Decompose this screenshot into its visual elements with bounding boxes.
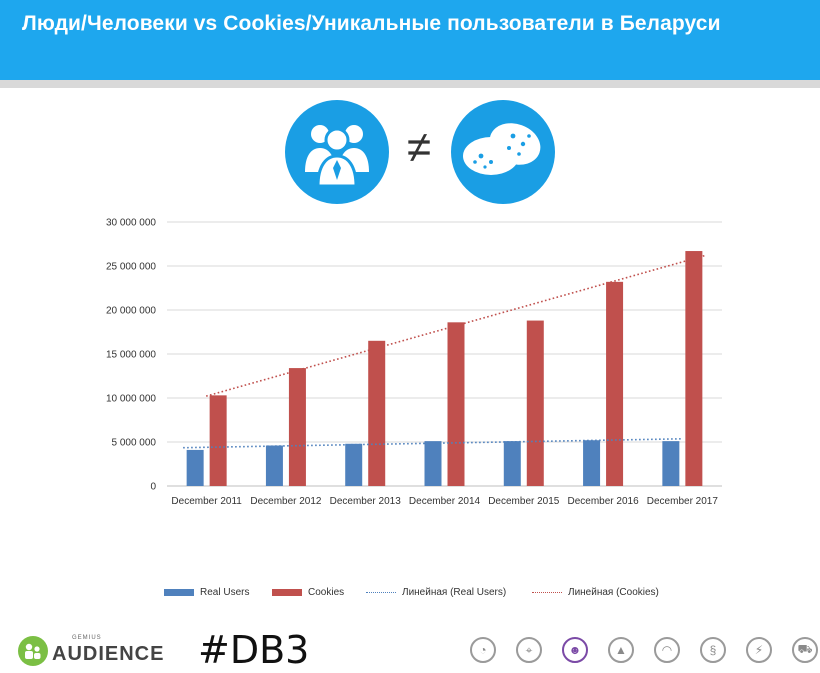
y-tick-label: 25 000 000 (106, 262, 156, 273)
bar-cookies (447, 322, 465, 486)
legend-line-trend-real-users (366, 592, 396, 593)
x-tick-label: December 2015 (488, 496, 560, 507)
legend-line-trend-cookies (532, 592, 562, 593)
trendlines (183, 254, 707, 449)
bar-cookies (526, 320, 544, 486)
bar-chart: 0 5 000 000 10 000 000 15 000 000 20 000 000… (106, 218, 722, 507)
mountain-icon[interactable]: ▲ (608, 637, 634, 663)
x-tick-label: December 2017 (647, 496, 719, 507)
x-tick-label: December 2011 (171, 496, 242, 507)
legend-label: Линейная (Cookies) (568, 587, 659, 598)
bars (186, 251, 703, 486)
cookie-icon (451, 100, 555, 204)
header-divider (0, 80, 820, 88)
trendline-real-users (183, 438, 683, 449)
legend-item-trend-real-users: Линейная (Real Users) (366, 587, 506, 598)
lightning-icon[interactable]: ⚡ (746, 637, 772, 663)
x-tick-label: December 2016 (567, 496, 639, 507)
logo-brand-text: AUDIENCE (52, 642, 165, 665)
hashtag-label: #DB3 (198, 628, 310, 672)
x-tick-label: December 2012 (250, 496, 322, 507)
bar-real-users (345, 443, 363, 486)
bar-cookies (288, 368, 306, 486)
people-group-icon (285, 100, 389, 204)
y-tick-label: 0 (150, 482, 156, 493)
bar-real-users (503, 441, 521, 486)
logo-people-icon (18, 636, 48, 666)
y-axis-ticks: 0 5 000 000 10 000 000 15 000 000 20 000 000… (106, 218, 157, 493)
not-equal-symbol: ≠ (406, 123, 432, 172)
bar-real-users (583, 440, 601, 486)
browser-icon[interactable]: ◔ (470, 637, 496, 663)
legend-label: Cookies (308, 587, 345, 598)
y-tick-label: 30 000 000 (106, 218, 156, 229)
flame-icon[interactable]: § (700, 637, 726, 663)
legend-item-cookies: Cookies (272, 587, 344, 598)
logo-brand-small: GEMIUS (72, 634, 102, 641)
y-tick-label: 20 000 000 (106, 306, 156, 317)
bar-cookies (368, 340, 386, 486)
legend-item-real-users: Real Users (164, 587, 249, 598)
slide-title: Люди/Человеки vs Cookies/Уникальные поль… (22, 12, 721, 35)
chart-legend: Real Users Cookies Линейная (Real Users)… (0, 587, 820, 603)
location-pin-icon[interactable]: ⌖ (516, 637, 542, 663)
legend-swatch-real-users (164, 589, 194, 596)
bar-cookies (685, 251, 703, 486)
header-band (0, 0, 820, 80)
y-tick-label: 5 000 000 (112, 438, 157, 449)
legend-item-trend-cookies: Линейная (Cookies) (532, 587, 659, 598)
signal-icon[interactable]: ◠ (654, 637, 680, 663)
bar-real-users (662, 441, 680, 486)
bar-real-users (265, 445, 283, 486)
users-icon[interactable]: ☻ (562, 637, 588, 663)
bar-real-users (186, 449, 204, 486)
bar-cookies (209, 395, 227, 486)
cart-icon[interactable]: ⛟ (792, 637, 818, 663)
legend-swatch-cookies (272, 589, 302, 596)
legend-label: Линейная (Real Users) (402, 587, 507, 598)
trendline-cookies (205, 254, 707, 397)
y-tick-label: 15 000 000 (106, 350, 156, 361)
x-axis-ticks: December 2011 December 2012 December 2013 D… (171, 496, 718, 507)
gridlines (167, 221, 722, 487)
bar-real-users (424, 441, 442, 486)
x-tick-label: December 2014 (409, 496, 481, 507)
bar-cookies (606, 281, 624, 486)
gemius-audience-logo: GEMIUS AUDIENCE (18, 634, 165, 666)
legend-label: Real Users (200, 587, 250, 598)
x-tick-label: December 2013 (330, 496, 402, 507)
y-tick-label: 10 000 000 (106, 394, 156, 405)
